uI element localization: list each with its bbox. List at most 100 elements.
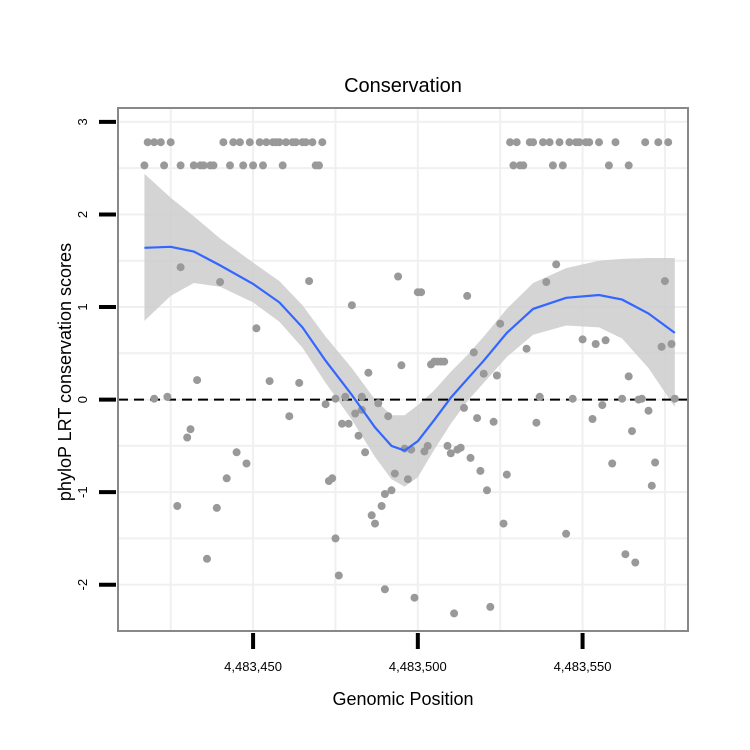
- data-point: [301, 138, 310, 147]
- data-point: [259, 161, 267, 170]
- y-tick-label: -1: [75, 486, 90, 498]
- data-point: [209, 161, 218, 170]
- data-point: [150, 138, 159, 147]
- data-point: [670, 394, 679, 403]
- data-point: [255, 138, 264, 147]
- data-point: [651, 458, 660, 467]
- data-point: [235, 138, 244, 147]
- data-point: [535, 392, 544, 401]
- data-point: [532, 418, 541, 427]
- data-point: [344, 419, 353, 428]
- data-point: [140, 161, 149, 170]
- data-point: [542, 278, 551, 286]
- data-point: [387, 486, 396, 495]
- data-point: [347, 301, 356, 310]
- x-tick-label: 4,483,450: [224, 659, 282, 674]
- data-point: [384, 412, 393, 421]
- plot-panel: [118, 108, 688, 631]
- panel-border: [117, 107, 689, 632]
- data-point: [647, 481, 656, 490]
- data-point: [466, 453, 475, 462]
- y-tick-label: -2: [75, 579, 90, 591]
- data-point: [364, 368, 373, 377]
- data-point: [509, 161, 518, 170]
- data-point: [331, 394, 340, 403]
- data-point: [203, 554, 211, 563]
- y-tick-label: 3: [75, 118, 90, 125]
- data-point: [226, 161, 234, 170]
- data-point: [275, 138, 284, 147]
- data-point: [667, 340, 676, 348]
- data-point: [469, 348, 478, 357]
- data-point: [568, 394, 577, 403]
- data-point: [163, 392, 172, 401]
- data-point: [193, 376, 202, 385]
- data-point: [595, 138, 603, 147]
- chart-title: Conservation: [344, 75, 462, 97]
- data-point: [357, 392, 366, 401]
- x-axis-title: Genomic Position: [332, 689, 473, 709]
- data-point: [371, 519, 379, 528]
- data-point: [222, 474, 231, 483]
- data-point: [637, 394, 646, 403]
- data-point: [291, 138, 300, 147]
- data-point: [417, 288, 426, 297]
- data-point: [397, 361, 406, 370]
- data-point: [176, 161, 185, 170]
- data-point: [390, 469, 399, 478]
- data-point: [328, 474, 337, 483]
- data-point: [354, 431, 363, 440]
- data-point: [601, 336, 610, 345]
- data-point: [502, 470, 511, 479]
- data-point: [156, 138, 165, 147]
- y-tick-label: 0: [75, 396, 90, 403]
- data-point: [394, 272, 403, 281]
- data-point: [229, 138, 238, 147]
- data-point: [183, 433, 192, 442]
- data-point: [539, 138, 547, 147]
- data-point: [519, 161, 528, 170]
- data-point: [483, 486, 491, 495]
- data-point: [374, 399, 383, 408]
- data-point: [186, 425, 195, 434]
- data-point: [512, 138, 521, 147]
- data-point: [249, 161, 258, 170]
- data-point: [252, 324, 261, 333]
- data-point: [380, 585, 389, 594]
- x-axis: 4,483,450 4,483,500 4,483,550: [224, 633, 611, 674]
- data-point: [305, 277, 314, 286]
- data-point: [624, 372, 633, 381]
- data-point: [334, 571, 343, 580]
- data-point: [262, 138, 271, 147]
- data-point: [545, 138, 554, 147]
- data-point: [242, 459, 251, 468]
- data-point: [618, 394, 627, 403]
- data-point: [315, 161, 323, 170]
- data-point: [588, 415, 597, 423]
- data-point: [496, 319, 505, 328]
- data-point: [265, 377, 274, 386]
- data-point: [282, 138, 290, 147]
- data-point: [423, 441, 432, 450]
- data-point: [664, 138, 673, 147]
- data-point: [166, 138, 175, 147]
- data-point: [232, 448, 241, 457]
- data-point: [585, 138, 594, 147]
- data-point: [239, 161, 248, 170]
- data-point: [463, 291, 472, 300]
- panel-background: [118, 108, 688, 631]
- data-point: [189, 161, 198, 170]
- data-point: [380, 490, 389, 498]
- data-point: [377, 502, 386, 510]
- data-point: [499, 519, 508, 528]
- y-tick-label: 1: [75, 303, 90, 310]
- data-point: [160, 161, 169, 170]
- data-point: [476, 466, 485, 475]
- grid-lines: [118, 108, 688, 632]
- data-point: [338, 419, 346, 428]
- data-point: [604, 161, 613, 170]
- data-point: [367, 511, 376, 520]
- data-point: [598, 401, 607, 410]
